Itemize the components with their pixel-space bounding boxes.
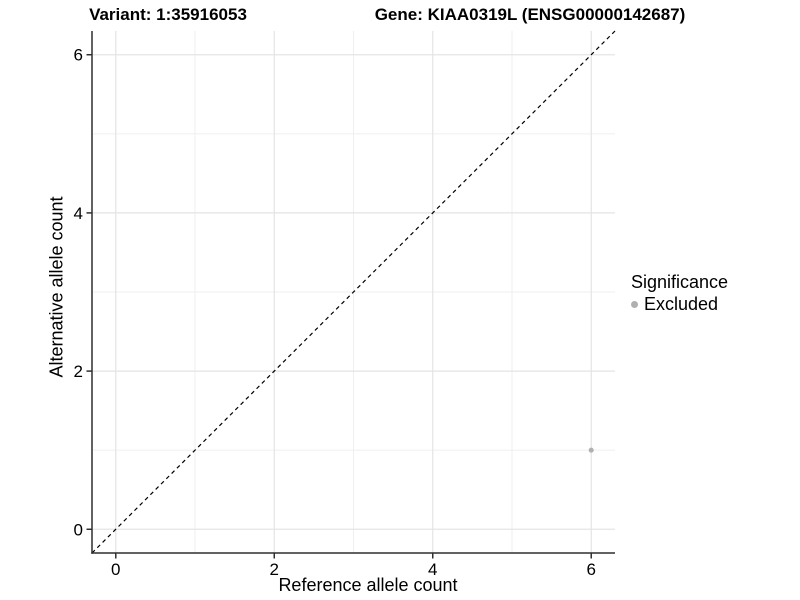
x-tick-label: 2 <box>270 560 279 579</box>
y-tick-label: 2 <box>74 362 83 381</box>
x-tick-label: 4 <box>428 560 437 579</box>
legend-item-label: Excluded <box>644 294 719 314</box>
identity-dashed-line <box>91 30 616 554</box>
gene-title: Gene: KIAA0319L (ENSG00000142687) <box>374 5 686 24</box>
legend-item: Excluded <box>631 294 728 314</box>
x-axis-title: Reference allele count <box>278 575 458 595</box>
y-axis-title: Alternative allele count <box>46 196 67 378</box>
y-tick-label: 4 <box>74 204 83 223</box>
data-point <box>588 447 594 453</box>
legend-title: Significance <box>631 272 729 292</box>
y-tick-label: 6 <box>74 46 83 65</box>
variant-title: Variant: 1:35916053 <box>89 5 247 24</box>
legend: Significance Excluded <box>631 272 728 314</box>
legend-key-dot-icon <box>631 300 638 308</box>
y-tick-label: 0 <box>74 520 83 539</box>
x-tick-label: 0 <box>111 560 120 579</box>
x-tick-label: 6 <box>586 560 595 579</box>
